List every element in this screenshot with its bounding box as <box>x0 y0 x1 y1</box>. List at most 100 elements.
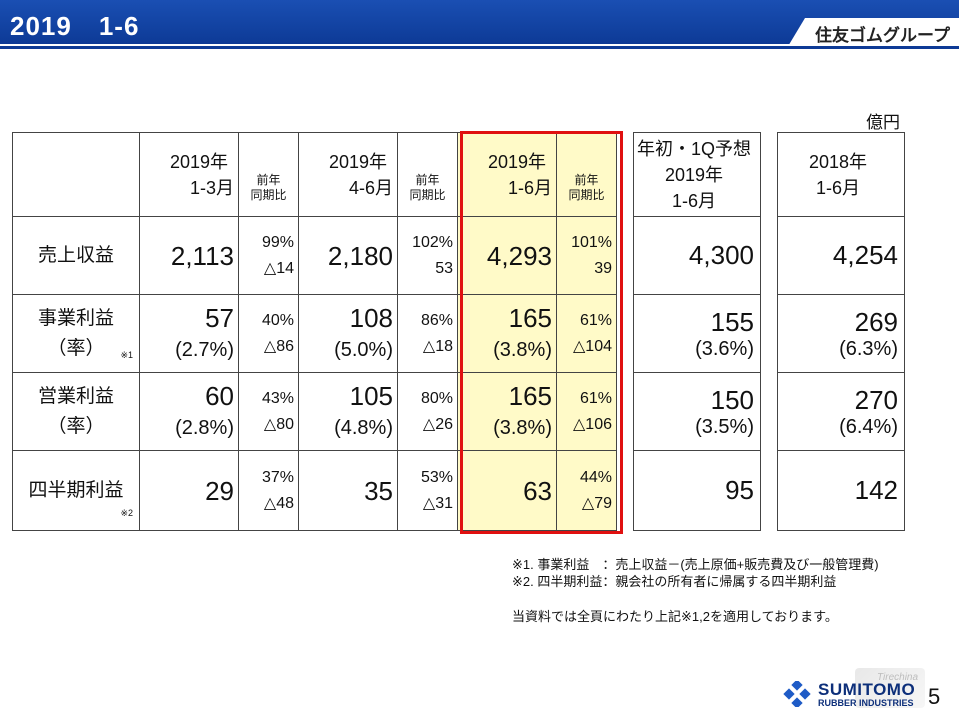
h1-diff: △79 <box>581 494 612 512</box>
q2-diff: △26 <box>422 415 453 433</box>
q2-rate: (5.0%) <box>334 338 393 361</box>
h1-rate: (3.8%) <box>493 338 552 361</box>
h1-diff: △104 <box>573 337 612 355</box>
q2-compare: 86% △18 <box>397 294 458 373</box>
q2-compare-header: 前年 同期比 <box>397 132 458 217</box>
h1-period: 2019年 <box>487 151 547 172</box>
h1-diff: △106 <box>573 415 612 433</box>
q2-compare: 102% 53 <box>397 216 458 295</box>
q1-compare: 43% △80 <box>238 372 299 451</box>
brand-subname: RUBBER INDUSTRIES <box>818 698 914 708</box>
watermark-logo: Tirechina <box>855 668 925 708</box>
q1-diff: △80 <box>263 415 294 433</box>
q2-amount: 105 <box>349 380 393 411</box>
forecast-rate: (3.6%) <box>695 337 754 360</box>
forecast-header-line3: 1-6月 <box>671 190 716 211</box>
h1-compare-header: 前年 同期比 <box>556 132 617 217</box>
page-number: 5 <box>928 684 941 709</box>
h1-value: 4,293 <box>457 216 557 295</box>
q2-value: 2,180 <box>298 216 398 295</box>
q1-header: 2019年 1-3月 <box>139 132 239 217</box>
footnote-3: 当資料では全頁にわたり上記※1,2を適用しております。 <box>512 609 838 624</box>
prior-header-line2: 1-6月 <box>815 177 860 198</box>
note-mark: ※1 <box>120 350 133 360</box>
prior-value-cell: 270 (6.4%) <box>777 372 905 451</box>
q2-range: 4-6月 <box>348 177 393 198</box>
prior-value: 4,254 <box>777 216 905 295</box>
q1-compare-header: 前年 同期比 <box>238 132 299 217</box>
q2-rate: (4.8%) <box>334 416 393 439</box>
h1-value: 165 (3.8%) <box>457 294 557 373</box>
prior-header-line1: 2018年 <box>808 151 868 172</box>
footnote-2: ※2. 四半期利益：親会社の所有者に帰属する四半期利益 <box>512 574 837 589</box>
q1-pct: 37% <box>261 468 294 486</box>
footnotes: ※1. 事業利益 ：売上収益－(売上原価+販売費及び一般管理費) ※2. 四半期… <box>512 556 879 590</box>
q2-compare-label: 前年 同期比 <box>409 172 446 202</box>
h1-header: 2019年 1-6月 <box>457 132 557 217</box>
q2-pct: 80% <box>420 389 453 407</box>
q1-value: 2,113 <box>139 216 239 295</box>
row-label: 事業利益 <box>37 307 114 329</box>
prior-rate: (6.3%) <box>839 337 898 360</box>
group-label-tab: 住友ゴムグループ <box>787 18 959 48</box>
prior-rate: (6.4%) <box>839 415 898 438</box>
q1-diff: △48 <box>263 494 294 512</box>
row-label-cell: 営業利益 （率） <box>12 372 140 451</box>
row-label: 営業利益 <box>37 385 114 407</box>
q1-rate: (2.7%) <box>175 338 234 361</box>
table-row: 事業利益 （率） ※1 57 (2.7%) 40% △86 108 (5.0%)… <box>12 294 617 373</box>
group-label: 住友ゴムグループ <box>815 26 950 45</box>
q2-pct: 86% <box>420 311 453 329</box>
slide-title: 2019 1-6 <box>10 11 140 41</box>
title-bar: 2019 1-6 住友ゴムグループ <box>0 0 959 48</box>
row-label: 四半期利益 <box>28 479 124 501</box>
forecast-value: 95 <box>633 450 761 531</box>
brand-name: SUMITOMO <box>818 680 916 699</box>
h1-pct: 61% <box>579 389 612 407</box>
h1-pct: 61% <box>579 311 612 329</box>
h1-rate: (3.8%) <box>493 416 552 439</box>
prior-year-table: 2018年 1-6月 4,254 269 (6.3%) 270 (6.4%) 1… <box>777 132 905 531</box>
q1-amount: 57 <box>205 302 234 333</box>
q1-value: 60 (2.8%) <box>139 372 239 451</box>
h1-diff: 39 <box>594 259 612 277</box>
q2-diff: △31 <box>422 494 453 512</box>
row-label-cell: 四半期利益 ※2 <box>12 450 140 531</box>
q1-compare-label: 前年 同期比 <box>250 172 287 202</box>
sumitomo-logo-icon <box>783 681 811 707</box>
h1-compare-label: 前年 同期比 <box>568 172 605 202</box>
row-label-rate: （率） <box>47 415 105 437</box>
h1-compare: 61% △106 <box>556 372 617 451</box>
h1-amount: 165 <box>508 380 552 411</box>
unit-label: 億円 <box>866 113 900 132</box>
q2-value: 105 (4.8%) <box>298 372 398 451</box>
prior-value: 269 <box>854 306 898 337</box>
q2-compare: 80% △26 <box>397 372 458 451</box>
q2-pct: 102% <box>412 233 453 251</box>
note-mark: ※2 <box>120 508 133 518</box>
q2-value: 35 <box>298 450 398 531</box>
row-label-cell: 事業利益 （率） ※1 <box>12 294 140 373</box>
q1-rate: (2.8%) <box>175 416 234 439</box>
h1-range: 1-6月 <box>507 177 552 198</box>
h1-pct: 101% <box>571 233 612 251</box>
q2-period: 2019年 <box>328 151 388 172</box>
q2-diff: △18 <box>422 337 453 355</box>
forecast-value-cell: 155 (3.6%) <box>633 294 761 373</box>
header-divider <box>0 46 959 49</box>
prior-header: 2018年 1-6月 <box>777 132 905 217</box>
q2-compare: 53% △31 <box>397 450 458 531</box>
q1-pct: 43% <box>261 389 294 407</box>
prior-value: 270 <box>854 384 898 415</box>
h1-value: 63 <box>457 450 557 531</box>
forecast-value: 150 <box>710 384 754 415</box>
q1-compare: 40% △86 <box>238 294 299 373</box>
h1-compare: 101% 39 <box>556 216 617 295</box>
q1-range: 1-3月 <box>189 177 234 198</box>
q1-value: 29 <box>139 450 239 531</box>
q1-diff: △14 <box>263 259 294 277</box>
forecast-value: 155 <box>710 306 754 337</box>
q1-amount: 60 <box>205 380 234 411</box>
h1-value: 165 (3.8%) <box>457 372 557 451</box>
q2-header: 2019年 4-6月 <box>298 132 398 217</box>
